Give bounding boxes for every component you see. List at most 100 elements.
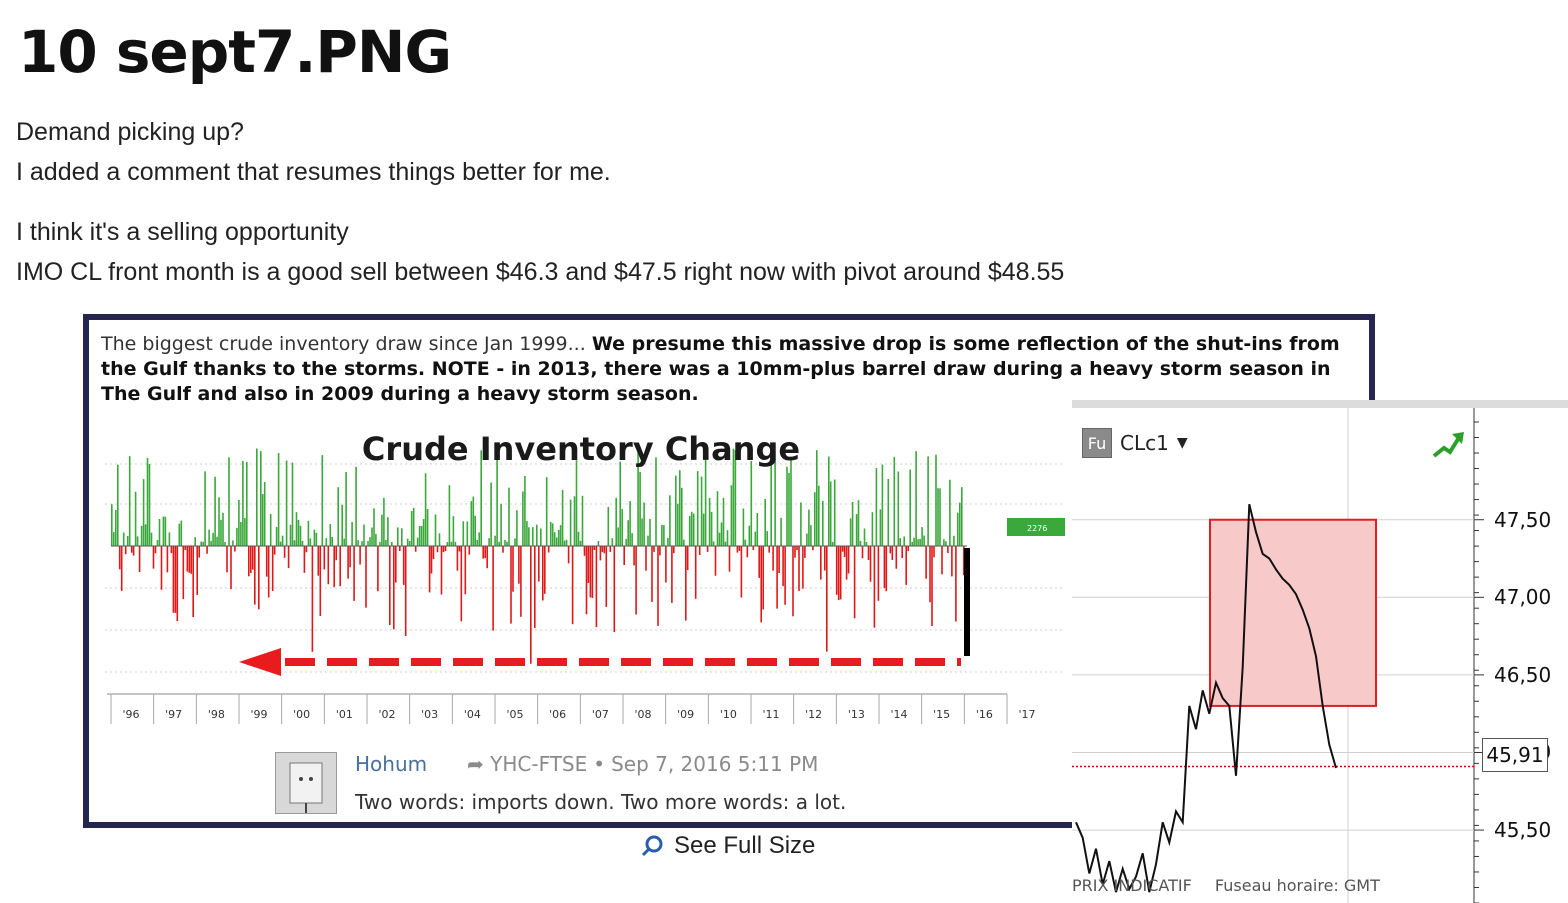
build-bar: [369, 537, 371, 546]
build-bar: [716, 491, 719, 546]
build-bar: [426, 509, 429, 546]
build-bar: [712, 541, 715, 546]
year-tick-label: '99: [250, 708, 267, 721]
draw-bar: [234, 546, 236, 552]
build-bar: [863, 528, 866, 546]
draw-bar: [963, 546, 965, 576]
draw-bar: [867, 546, 870, 560]
draw-bar: [853, 546, 856, 619]
build-bar: [122, 532, 125, 546]
build-bar: [218, 497, 220, 546]
draw-bar: [267, 546, 270, 598]
build-bar: [148, 464, 151, 546]
draw-bar: [120, 546, 123, 591]
year-tick-label: '05: [506, 708, 523, 721]
draw-bar: [172, 546, 175, 613]
build-bar: [162, 516, 165, 546]
post-line-comment: I added a comment that resumes things be…: [16, 158, 611, 186]
build-bar: [355, 466, 357, 546]
draw-bar: [758, 546, 760, 578]
draw-bar: [653, 546, 655, 552]
draw-bar: [762, 546, 764, 610]
build-bar: [309, 538, 312, 546]
draw-bar: [633, 546, 635, 566]
year-tick-label: '12: [805, 708, 822, 721]
draw-bar: [752, 546, 755, 550]
draw-bar: [365, 546, 367, 608]
draw-bar: [824, 546, 826, 571]
build-bar: [232, 540, 234, 546]
draw-bar: [601, 546, 604, 552]
build-bar: [696, 471, 699, 546]
build-bar: [329, 524, 332, 546]
chevron-down-icon[interactable]: ▼: [1176, 435, 1188, 451]
draw-bar: [929, 546, 931, 603]
build-bar: [242, 460, 244, 546]
build-bar: [917, 539, 919, 546]
build-bar: [810, 525, 812, 546]
marker-label: 2276: [1027, 524, 1047, 533]
comment-source[interactable]: YHC-FTSE: [490, 752, 588, 776]
see-full-size-link[interactable]: See Full Size: [640, 832, 815, 860]
draw-bar: [671, 546, 673, 603]
build-bar: [450, 541, 453, 546]
draw-bar: [544, 546, 546, 594]
build-bar: [448, 485, 451, 546]
build-bar: [454, 541, 457, 546]
trend-up-icon[interactable]: [1432, 434, 1462, 458]
build-bar: [655, 457, 657, 546]
build-bar: [361, 541, 363, 546]
comment-meta: ➦ YHC-FTSE • Sep 7, 2016 5:11 PM: [467, 752, 818, 776]
draw-bar: [542, 546, 544, 601]
draw-bar: [226, 546, 228, 573]
build-bar: [240, 522, 242, 546]
build-bar: [418, 526, 421, 546]
draw-bar: [820, 546, 822, 580]
year-tick-label: '07: [592, 708, 609, 721]
build-bar: [504, 539, 506, 546]
sell-zone-highlight: [1209, 518, 1377, 707]
build-bar: [381, 514, 383, 546]
draw-bar: [502, 546, 504, 553]
draw-bar: [889, 546, 892, 554]
draw-bar: [694, 546, 697, 599]
draw-bar: [492, 546, 494, 631]
build-bar: [524, 475, 526, 546]
build-bar: [943, 539, 945, 546]
draw-bar: [847, 546, 850, 574]
build-bar: [786, 466, 788, 546]
draw-bar: [258, 546, 260, 610]
build-bar: [829, 481, 832, 546]
draw-bar: [947, 546, 949, 553]
comment-author[interactable]: Hohum: [355, 752, 428, 776]
build-bar: [297, 519, 300, 546]
build-bar: [704, 454, 707, 546]
price-axis-ticks: [1474, 421, 1484, 903]
build-bar: [575, 460, 578, 546]
ticker-selector[interactable]: Fu CLc1 ▼: [1082, 428, 1188, 458]
draw-bar: [883, 546, 886, 589]
price-series-line: [1075, 503, 1337, 893]
build-bar: [649, 518, 651, 546]
year-tick-label: '09: [677, 708, 694, 721]
build-bar: [551, 523, 554, 546]
build-bar: [246, 461, 248, 546]
build-bar: [536, 524, 538, 546]
build-bar: [597, 541, 600, 546]
inventory-bars: [111, 447, 965, 664]
build-bar: [903, 536, 905, 546]
embed-caption-body: We presume this massive drop is some ref…: [101, 333, 1340, 405]
build-bar: [420, 526, 423, 546]
chart-footer: PRIX INDICATIF Fuseau horaire: GMT: [1072, 876, 1398, 895]
build-bar: [540, 528, 542, 546]
build-bar: [555, 537, 558, 546]
build-bar: [702, 513, 705, 546]
avatar[interactable]: [275, 752, 337, 814]
build-bar: [337, 487, 339, 546]
draw-bar: [877, 546, 880, 601]
build-bar: [899, 538, 901, 546]
build-bar: [299, 525, 302, 546]
build-bar: [720, 522, 723, 546]
build-bar: [367, 541, 369, 546]
